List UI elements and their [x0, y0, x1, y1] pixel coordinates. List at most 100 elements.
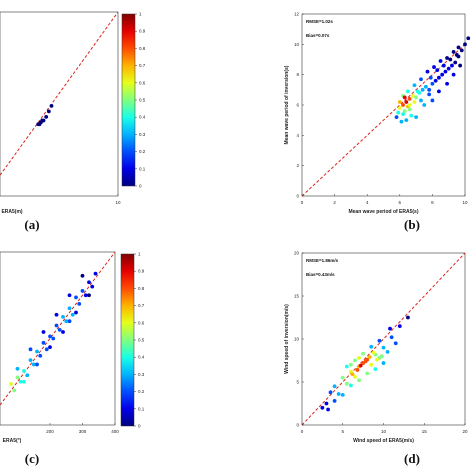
data-point-b	[440, 72, 445, 77]
data-point-b	[425, 69, 430, 74]
data-point-d	[340, 393, 345, 397]
data-point-b	[397, 100, 402, 104]
data-point-b	[428, 75, 433, 80]
data-point-d	[385, 350, 390, 354]
data-point-c	[80, 289, 85, 293]
colorbar-a	[121, 13, 136, 187]
data-point-c	[44, 347, 49, 352]
panel-label-d: (d)	[404, 451, 420, 466]
data-point-b	[459, 48, 464, 53]
x-tick-label-b: 10	[462, 200, 468, 205]
data-point-c	[87, 280, 91, 285]
data-point-c	[54, 323, 59, 328]
y-tick-label-b: 4	[296, 133, 299, 138]
data-point-c	[64, 319, 69, 324]
data-point-b	[441, 63, 446, 68]
data-point-d	[350, 372, 355, 377]
data-point-c	[77, 302, 82, 306]
data-point-c	[74, 310, 78, 315]
data-point-c	[15, 375, 20, 380]
data-point-d	[344, 381, 349, 386]
data-point-b	[430, 81, 435, 86]
colorbar-tick-label-a: 0.7	[139, 63, 146, 68]
data-point-b	[448, 57, 453, 62]
data-point-d	[358, 363, 363, 368]
y-axis-label-b: Mean wave period of inversion(s)	[284, 65, 290, 144]
colorbar-tick-label-a: 1	[139, 12, 142, 17]
data-point-d	[397, 324, 402, 328]
panel-b: 0 2 4 6 8 10 0 2 4 6 8 10 12 Mean wave period of ERA5…	[284, 12, 471, 232]
y-axis-label-d: Wind speed of inversion(m/s)	[284, 304, 290, 374]
annotation-b: RMSE=1.02s	[306, 19, 333, 24]
data-point-d	[388, 326, 392, 331]
plot-frame-b	[301, 13, 466, 197]
colorbar-c	[120, 253, 135, 427]
data-point-b	[410, 94, 415, 98]
data-point-b	[443, 69, 448, 74]
x-tick-label-b: 2	[333, 200, 336, 205]
y-tick-label-d: 10	[294, 337, 300, 342]
data-point-c	[38, 353, 43, 358]
colorbar-tick-label-c: 0.2	[138, 389, 145, 394]
x-tick-label-d: 10	[381, 429, 387, 434]
data-point-d	[369, 344, 374, 349]
data-point-d	[328, 390, 333, 395]
data-point-d	[406, 315, 410, 320]
data-point-d	[357, 378, 361, 383]
data-point-c	[28, 358, 33, 363]
colorbar-tick-label-c: 0.9	[138, 269, 145, 274]
data-point-b	[419, 98, 423, 103]
y-tick-label-b: 6	[296, 103, 299, 108]
data-point-b	[451, 72, 456, 77]
y-tick-label-b: 10	[294, 42, 300, 47]
data-point-c	[28, 347, 33, 352]
plot-frame-a	[0, 11, 119, 197]
colorbar-tick-label-a: 0.3	[139, 132, 146, 137]
y-tick-label-b: 8	[296, 72, 299, 77]
reference-line-c	[0, 251, 116, 406]
x-axis-label-d: Wind speed of ERA5(m/s)	[353, 438, 414, 444]
colorbar-tick-label-a: 0.1	[139, 166, 146, 171]
plot-frame-c	[0, 251, 116, 426]
data-point-b	[451, 50, 456, 54]
data-point-b	[397, 106, 402, 110]
data-point-d	[332, 384, 337, 389]
colorbar-tick-label-c: 0.8	[138, 286, 145, 291]
data-point-c	[41, 330, 46, 334]
data-point-b	[422, 103, 427, 107]
data-point-b	[409, 113, 414, 118]
data-point-c	[35, 349, 39, 354]
data-point-b	[402, 109, 407, 113]
colorbar-tick-label-c: 0	[138, 424, 141, 429]
colorbar-tick-label-a: 0.8	[139, 46, 146, 51]
annotation-b: Bias=0.07s	[306, 33, 330, 38]
data-point-b	[450, 63, 454, 68]
data-point-c	[48, 345, 52, 350]
reference-line-b	[301, 43, 466, 197]
x-tick-label-b: 8	[431, 200, 434, 205]
data-point-b	[445, 56, 449, 60]
panel-d: 0 5 10 15 20 0 5 10 15 20 Wind speed of ERA5(m/s) W…	[284, 251, 468, 467]
data-point-b	[407, 103, 412, 107]
data-point-b	[437, 89, 441, 94]
data-point-b	[454, 53, 459, 57]
data-point-d	[320, 405, 325, 410]
data-point-b	[445, 81, 449, 86]
x-tick-label-b: 0	[301, 200, 304, 205]
data-point-b	[427, 87, 432, 92]
y-tick-label-d: 5	[296, 380, 299, 385]
data-point-c	[61, 330, 65, 334]
annotation-d: Bias=0.43m/s	[306, 272, 335, 277]
data-point-c	[25, 373, 30, 378]
data-point-d	[353, 374, 357, 379]
data-point-c	[57, 327, 62, 332]
data-point-d	[324, 401, 329, 406]
annotation-d: RMSE=1.86m/s	[306, 258, 339, 263]
data-point-c	[48, 334, 52, 339]
panel-a: 10 ERA5(m) 0 0.1 0.2 0.3 0.4 0.5 0.6 0.7 0.8 0.9 1 (a…	[0, 11, 146, 232]
data-point-b	[412, 100, 417, 104]
data-point-b	[394, 115, 399, 120]
y-tick-label-b: 12	[294, 12, 300, 17]
data-point-b	[404, 100, 409, 104]
